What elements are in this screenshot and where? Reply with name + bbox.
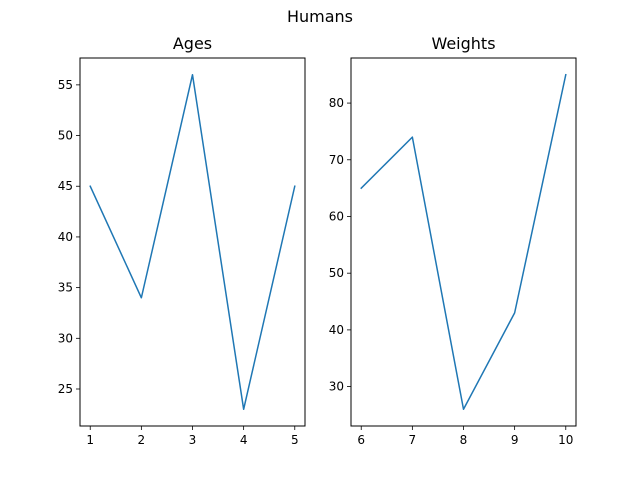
axes-1-x-tick-label: 2 bbox=[138, 433, 146, 447]
axes-2-x-tick-label: 9 bbox=[511, 433, 519, 447]
axes-2-y-tick-label: 40 bbox=[329, 323, 344, 337]
axes-2-x-tick-label: 6 bbox=[357, 433, 365, 447]
axes-2-y-tick-label: 70 bbox=[329, 153, 344, 167]
axes-1-x-tick-label: 3 bbox=[189, 433, 197, 447]
axes-1-series-line bbox=[89, 73, 296, 411]
axes-2-x-tick-label: 10 bbox=[558, 433, 573, 447]
axes-1-y-tick-label: 40 bbox=[58, 230, 73, 244]
axes-2-y-tick-label: 50 bbox=[329, 266, 344, 280]
axes-1-y-tick-label: 50 bbox=[58, 129, 73, 143]
axes-2-series-line bbox=[360, 73, 567, 411]
axes-2-y-tick-label: 30 bbox=[329, 380, 344, 394]
axes-2-y-tick-label: 80 bbox=[329, 96, 344, 110]
axes-1-y-tick-label: 25 bbox=[58, 382, 73, 396]
axes-1-y-tick-label: 35 bbox=[58, 281, 73, 295]
axes-1-title: Ages bbox=[173, 34, 212, 53]
axes-2-x-tick-label: 7 bbox=[409, 433, 417, 447]
axes-2-x-tick-label: 8 bbox=[460, 433, 468, 447]
axes-1-y-tick-label: 45 bbox=[58, 179, 73, 193]
axes-2: Weights 6 7 8 9 10 30 40 50 60 70 80 bbox=[329, 34, 577, 447]
axes-1-x-tick-label: 5 bbox=[291, 433, 299, 447]
axes-1-x-tick-label: 4 bbox=[240, 433, 248, 447]
axes-2-y-tick-label: 60 bbox=[329, 209, 344, 223]
axes-2-frame bbox=[350, 57, 577, 427]
axes-1-frame bbox=[79, 57, 306, 427]
figure-suptitle: Humans bbox=[286, 7, 354, 26]
axes-1-y-tick-label: 55 bbox=[58, 78, 73, 92]
axes-2-title: Weights bbox=[431, 34, 495, 53]
axes-1-x-tick-label: 1 bbox=[86, 433, 94, 447]
axes-1-y-tick-label: 30 bbox=[58, 331, 73, 345]
